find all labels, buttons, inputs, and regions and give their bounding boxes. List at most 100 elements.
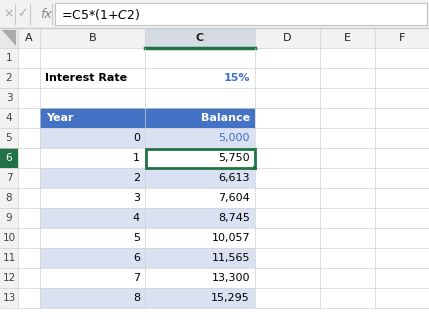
Text: 6: 6 [6, 153, 12, 163]
Bar [40, 108, 145, 128]
Text: 7: 7 [6, 173, 12, 183]
Text: 5: 5 [6, 133, 12, 143]
Bar [255, 268, 320, 288]
Text: B: B [89, 33, 97, 43]
Text: ×: × [4, 8, 14, 21]
Bar [320, 208, 375, 228]
Text: 6,613: 6,613 [218, 173, 250, 183]
Bar [40, 48, 145, 68]
Bar [320, 128, 375, 148]
Text: 4: 4 [6, 113, 12, 123]
Bar [255, 188, 320, 208]
Bar [40, 28, 145, 48]
Bar [145, 128, 255, 148]
Bar [18, 108, 40, 128]
Bar [145, 148, 255, 168]
Bar [40, 68, 145, 88]
Bar [40, 228, 145, 248]
Bar [255, 48, 320, 68]
Bar [375, 188, 429, 208]
Bar [320, 268, 375, 288]
Text: E: E [344, 33, 351, 43]
Bar [255, 288, 320, 308]
Bar [0, 88, 18, 108]
Text: 12: 12 [3, 273, 15, 283]
Bar [320, 28, 375, 48]
Bar [40, 148, 145, 168]
Bar [145, 248, 255, 268]
Text: D: D [283, 33, 292, 43]
Bar [40, 188, 145, 208]
Bar [40, 248, 145, 268]
Bar [18, 48, 40, 68]
Bar [255, 228, 320, 248]
Bar [320, 88, 375, 108]
Bar [0, 228, 18, 248]
Bar [0, 268, 18, 288]
Bar [0, 188, 18, 208]
Text: ✓: ✓ [17, 8, 27, 21]
Text: 0: 0 [133, 133, 140, 143]
Bar [40, 268, 145, 288]
Bar [145, 228, 255, 248]
Bar [255, 208, 320, 228]
Bar [0, 28, 18, 48]
Bar [375, 248, 429, 268]
Text: Year: Year [46, 113, 73, 123]
Bar [320, 148, 375, 168]
Bar [320, 108, 375, 128]
Bar [40, 168, 145, 188]
Text: F: F [399, 33, 405, 43]
Bar [255, 28, 320, 48]
Text: 3: 3 [6, 93, 12, 103]
Bar [40, 88, 145, 108]
Bar [375, 28, 429, 48]
Bar [375, 88, 429, 108]
Bar [375, 48, 429, 68]
Bar [0, 168, 18, 188]
Bar [375, 208, 429, 228]
Bar [18, 228, 40, 248]
Bar [40, 128, 145, 148]
Text: 5: 5 [133, 233, 140, 243]
Bar [145, 168, 255, 188]
Bar [320, 248, 375, 268]
Text: 6: 6 [133, 253, 140, 263]
Bar [255, 128, 320, 148]
Bar [18, 28, 40, 48]
Bar [255, 68, 320, 88]
Bar [145, 108, 255, 128]
Text: 10,057: 10,057 [211, 233, 250, 243]
Bar [0, 0, 429, 28]
Bar [375, 128, 429, 148]
Bar [375, 168, 429, 188]
Text: C: C [196, 33, 204, 43]
Text: 2: 2 [6, 73, 12, 83]
Bar [375, 68, 429, 88]
Bar [145, 149, 254, 167]
Bar [375, 108, 429, 128]
Text: 13: 13 [3, 293, 15, 303]
Bar [0, 108, 18, 128]
Bar [145, 268, 255, 288]
Bar [0, 68, 18, 88]
Bar [0, 128, 18, 148]
Bar [0, 208, 18, 228]
Text: 2: 2 [133, 173, 140, 183]
Text: Balance: Balance [201, 113, 250, 123]
Bar [18, 128, 40, 148]
Bar [18, 288, 40, 308]
Bar [253, 166, 257, 170]
Bar [375, 268, 429, 288]
Text: 13,300: 13,300 [211, 273, 250, 283]
Text: 1: 1 [133, 153, 140, 163]
Text: 15,295: 15,295 [211, 293, 250, 303]
Text: 3: 3 [133, 193, 140, 203]
Bar [145, 188, 255, 208]
Bar [320, 68, 375, 88]
Text: =C5*(1+$C$2): =C5*(1+$C$2) [61, 7, 140, 22]
Bar [40, 288, 145, 308]
Text: 4: 4 [133, 213, 140, 223]
Bar [0, 48, 18, 68]
Bar [0, 248, 18, 268]
